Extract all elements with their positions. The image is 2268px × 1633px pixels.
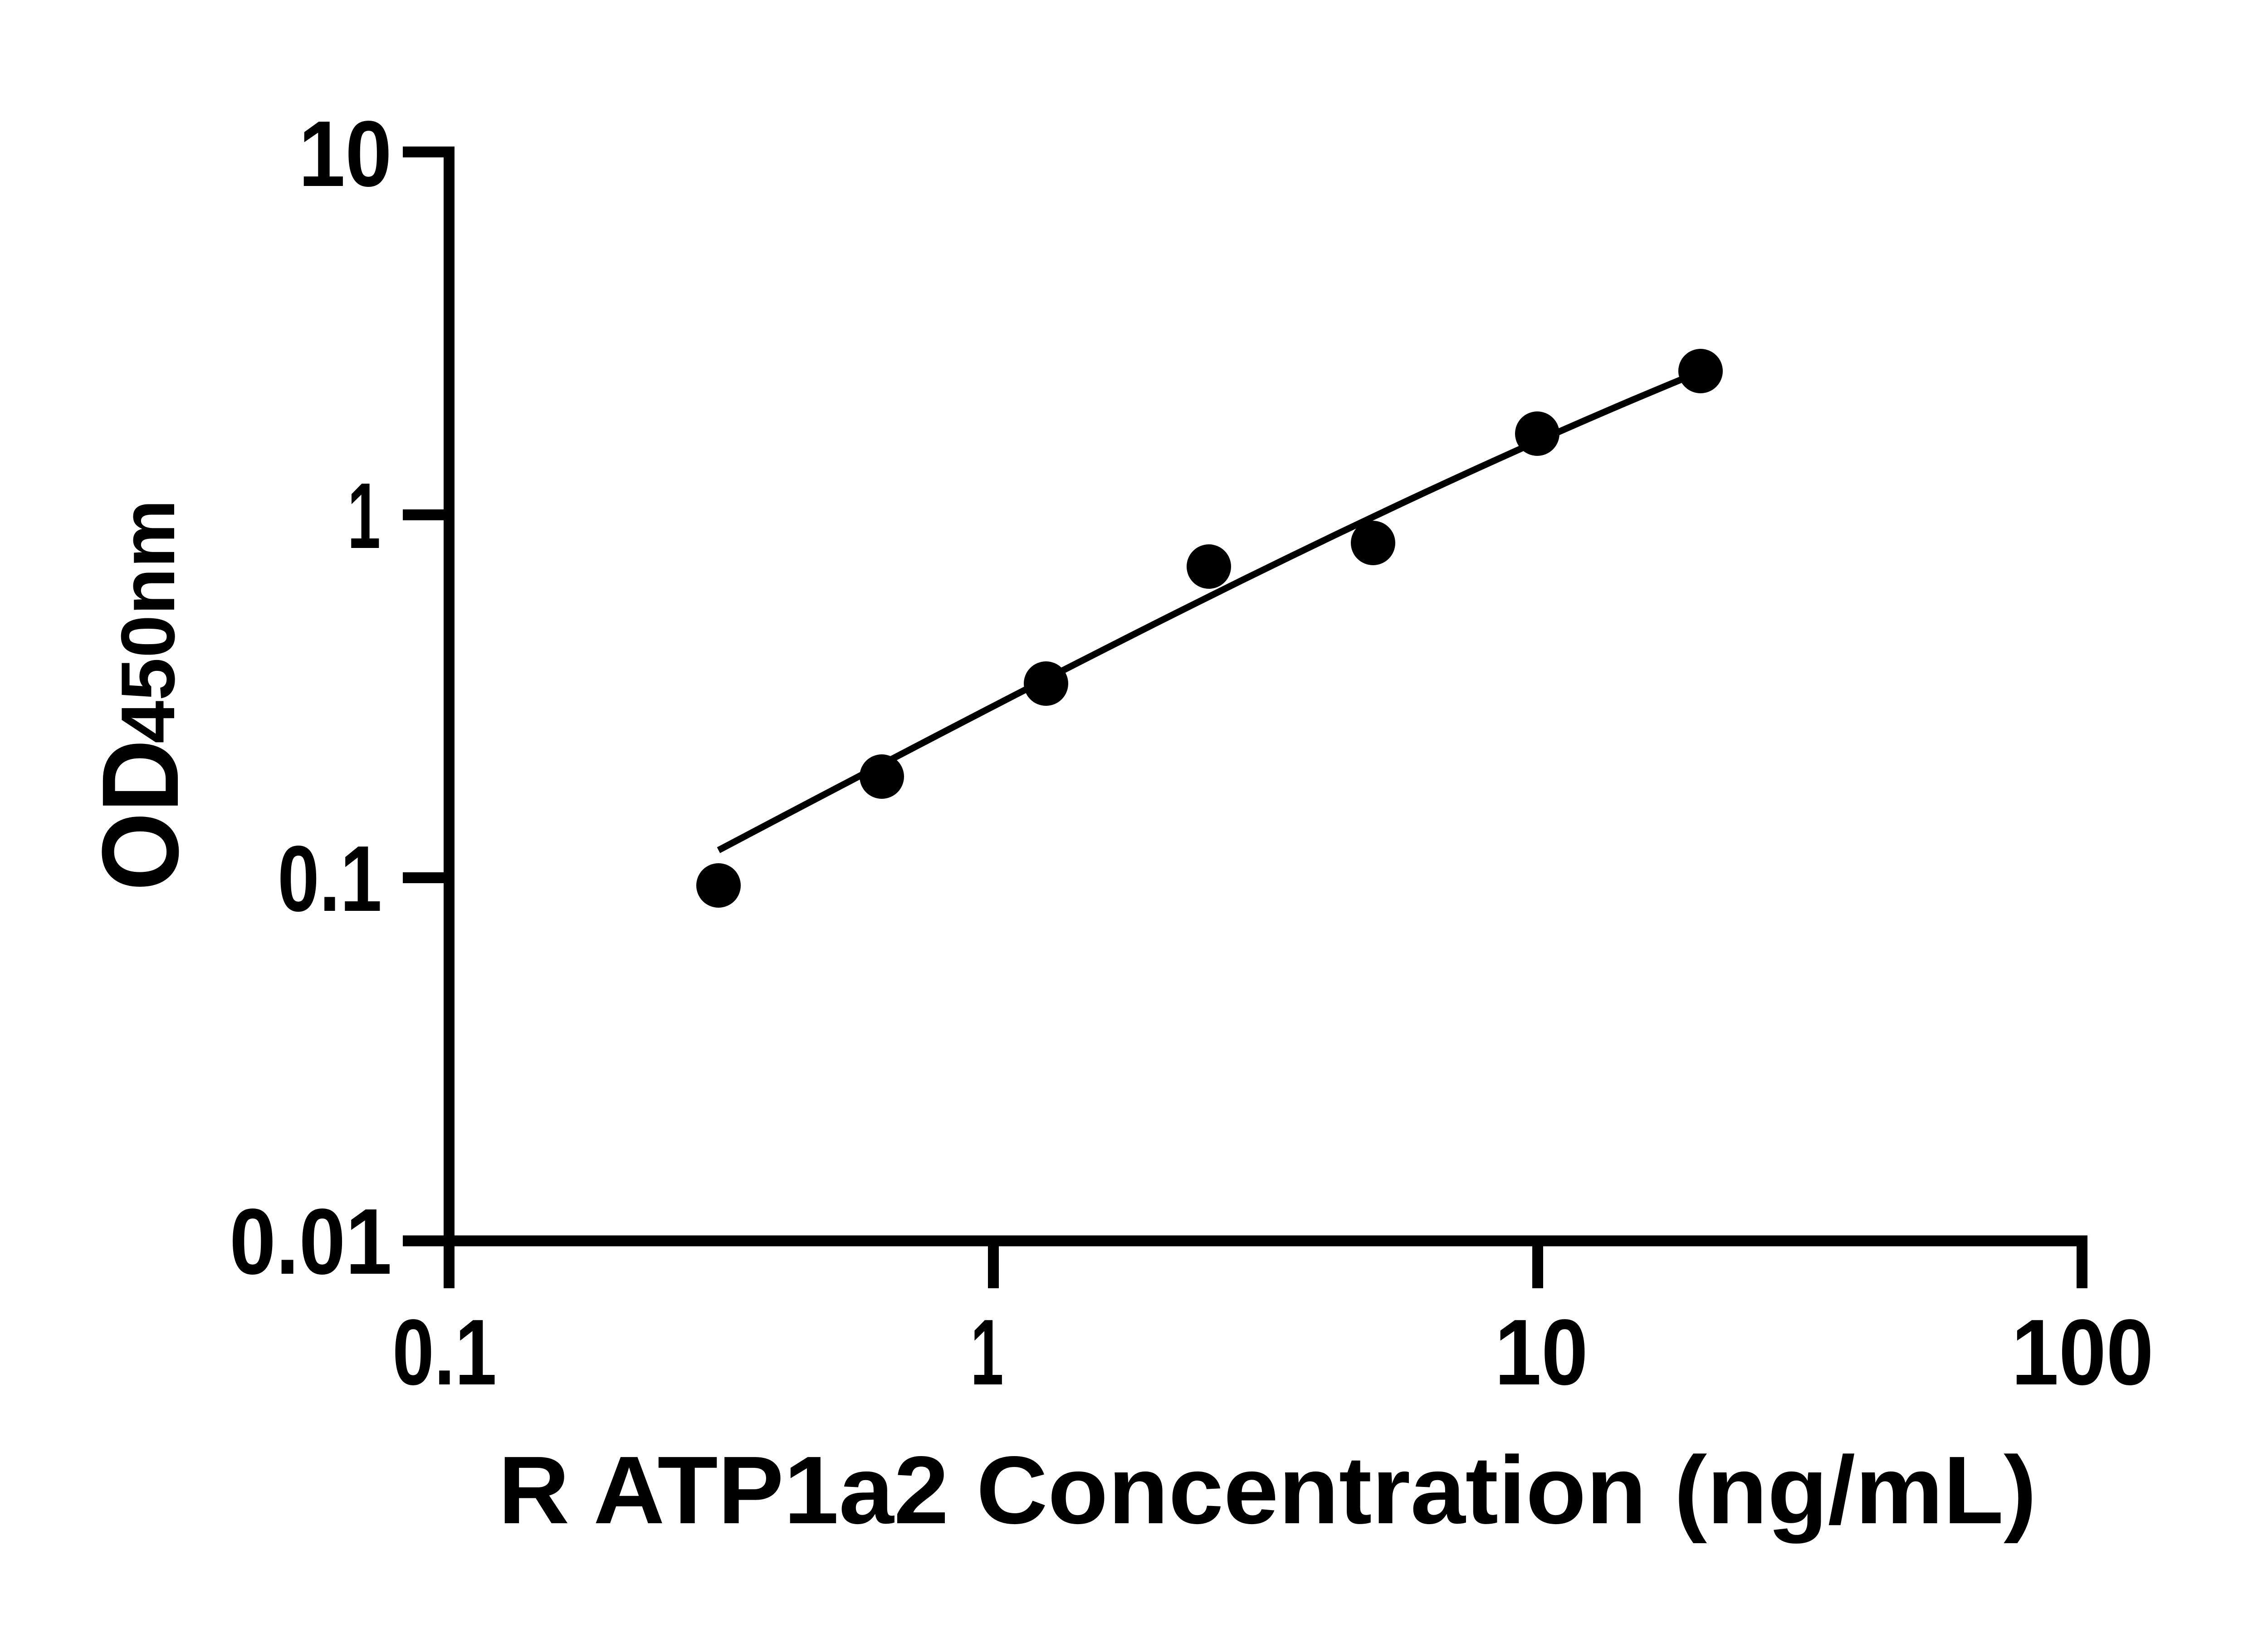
svg-text:OD: OD: [79, 739, 201, 891]
svg-text:0.1: 0.1: [392, 1300, 497, 1404]
svg-text:1: 1: [971, 1300, 1004, 1404]
svg-text:450nm: 450nm: [105, 499, 191, 743]
svg-text:0.1: 0.1: [278, 826, 382, 931]
svg-text:100: 100: [2011, 1300, 2154, 1404]
svg-text:R ATP1a2 Concentration (ng/mL): R ATP1a2 Concentration (ng/mL): [498, 1436, 2037, 1544]
svg-text:0.01: 0.01: [230, 1189, 392, 1294]
svg-text:10: 10: [1495, 1300, 1588, 1404]
svg-text:10: 10: [298, 102, 392, 206]
svg-text:1: 1: [347, 464, 381, 568]
